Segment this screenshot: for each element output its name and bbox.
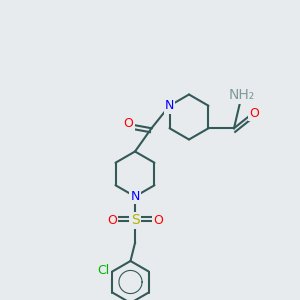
Text: O: O: [107, 214, 117, 227]
Text: Cl: Cl: [97, 263, 110, 277]
Text: O: O: [249, 107, 259, 120]
Text: N: N: [130, 190, 140, 203]
Text: O: O: [124, 117, 134, 130]
Text: O: O: [153, 214, 163, 227]
Text: NH₂: NH₂: [228, 88, 255, 102]
Text: S: S: [130, 214, 140, 227]
Text: N: N: [165, 99, 174, 112]
